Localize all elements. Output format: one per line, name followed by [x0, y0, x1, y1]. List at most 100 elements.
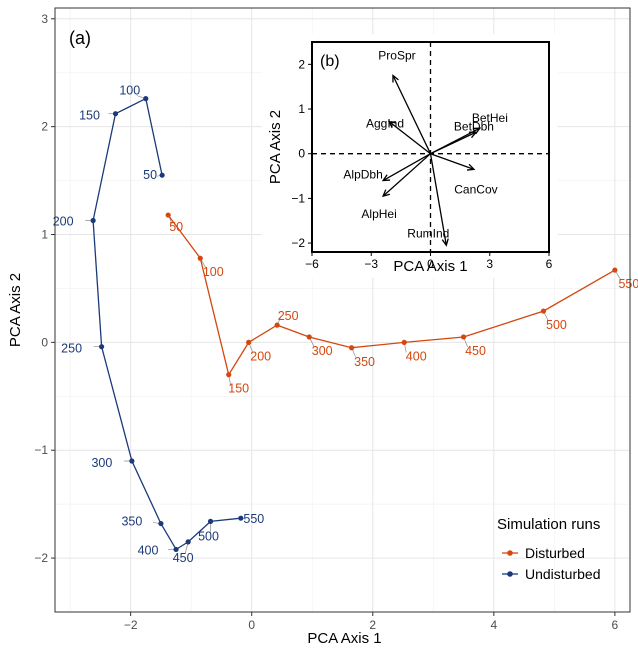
point-label-undisturbed: 250	[61, 342, 82, 356]
inset-x-tick-label: 0	[427, 257, 434, 271]
point-label-undisturbed: 150	[79, 109, 100, 123]
panel-label-a: (a)	[69, 28, 91, 48]
vector-arrowhead	[466, 163, 476, 171]
loading-vector-alpdbh	[382, 153, 431, 182]
x-tick-label: 6	[612, 618, 619, 632]
point-label-undisturbed: 450	[173, 551, 194, 565]
legend: Simulation runs Disturbed Undisturbed	[497, 516, 601, 582]
inset-x-tick-label: 3	[486, 257, 493, 271]
loading-vector-prospr	[392, 75, 432, 154]
series-point-disturbed	[226, 372, 232, 378]
series-point-disturbed	[306, 334, 312, 340]
point-label-undisturbed: 550	[243, 512, 264, 526]
series-point-undisturbed	[158, 520, 164, 527]
inset-y-tick-label: 0	[298, 147, 305, 161]
point-label-disturbed: 300	[312, 344, 333, 358]
point-label-disturbed: 400	[406, 349, 427, 363]
vector-arrowhead	[381, 174, 391, 182]
series-point-undisturbed	[143, 96, 149, 102]
vector-label-prospr: ProSpr	[378, 49, 415, 63]
legend-item-undisturbed: Undisturbed	[502, 566, 601, 582]
main-axis-ticks: −2 0 2 4 6 −2 −1 0 1 2 3	[34, 12, 618, 632]
point-label-undisturbed: 400	[138, 543, 159, 557]
vector-label-bethei: BetHei	[472, 111, 508, 125]
legend-label-disturbed: Disturbed	[525, 545, 585, 561]
y-tick-label: −2	[34, 551, 48, 565]
series-point-undisturbed	[99, 344, 105, 350]
series-point-disturbed	[274, 322, 280, 328]
inset-loading-vectors	[381, 74, 482, 247]
loading-vector-aggind	[388, 121, 431, 155]
series-point-undisturbed	[173, 546, 179, 553]
y-tick-label: 0	[41, 335, 48, 349]
series-point-disturbed	[197, 255, 203, 261]
point-label-undisturbed: 500	[198, 529, 219, 543]
series-point-disturbed	[348, 345, 355, 351]
vector-label-alpdbh: AlpDbh	[343, 168, 382, 182]
series-point-disturbed	[165, 212, 171, 218]
inset-y-tick-label: 2	[298, 57, 305, 71]
y-tick-label: 1	[41, 228, 48, 242]
loading-vector-alphei	[382, 153, 431, 197]
point-label-undisturbed: 50	[143, 168, 157, 182]
series-point-undisturbed	[238, 515, 244, 521]
point-label-undisturbed: 300	[91, 456, 112, 470]
vector-arrowhead	[472, 127, 482, 135]
point-label-disturbed: 200	[250, 349, 271, 363]
vector-arrowhead	[392, 74, 399, 83]
series-point-undisturbed	[207, 518, 214, 525]
point-label-disturbed: 450	[465, 344, 486, 358]
vector-label-betdbh: BetDbh	[454, 119, 494, 133]
main-series-points	[90, 96, 618, 553]
inset-y-axis-label: PCA Axis 2	[267, 110, 284, 184]
point-label-undisturbed: 350	[121, 515, 142, 529]
inset-x-tick-label: 6	[546, 257, 553, 271]
inset-x-tick-label: −3	[364, 257, 378, 271]
vector-label-rumind: RumInd	[407, 226, 449, 240]
series-point-undisturbed	[159, 172, 165, 178]
legend-key-point-undisturbed	[507, 571, 513, 577]
series-point-disturbed	[540, 308, 547, 314]
point-label-disturbed: 100	[203, 265, 224, 279]
series-point-undisturbed	[112, 111, 119, 117]
vector-arrowhead	[468, 131, 478, 139]
inset-y-tick-label: −2	[291, 236, 305, 250]
vector-arrowhead	[441, 238, 449, 247]
inset-y-tick-label: −1	[291, 191, 305, 205]
main-y-axis-label: PCA Axis 2	[7, 273, 24, 347]
series-point-disturbed	[401, 339, 407, 345]
series-point-undisturbed	[129, 458, 135, 464]
panel-label-b: (b)	[320, 53, 340, 70]
legend-title: Simulation runs	[497, 516, 600, 533]
y-tick-label: 3	[41, 12, 48, 26]
inset-background	[262, 34, 558, 278]
vector-label-alphei: AlpHei	[361, 207, 396, 221]
loading-vector-betdbh	[430, 131, 477, 155]
main-plot-frame	[54, 7, 631, 613]
legend-label-undisturbed: Undisturbed	[525, 566, 601, 582]
point-label-disturbed: 350	[354, 355, 375, 369]
inset-y-tick-label: 1	[298, 102, 305, 116]
y-tick-label: 2	[41, 120, 48, 134]
series-point-undisturbed	[90, 217, 96, 224]
point-label-disturbed: 50	[169, 220, 183, 234]
point-label-disturbed: 150	[228, 382, 249, 396]
loading-vector-cancov	[430, 153, 475, 170]
series-point-undisturbed	[185, 539, 191, 545]
x-tick-label: 2	[369, 618, 376, 632]
x-tick-label: −2	[124, 618, 138, 632]
vector-arrowhead	[381, 189, 391, 198]
point-label-undisturbed: 200	[53, 214, 74, 228]
vector-label-aggind: AggInd	[366, 117, 404, 131]
vector-arrowhead	[387, 120, 397, 129]
main-x-axis-label: PCA Axis 1	[307, 630, 381, 647]
y-tick-label: −1	[34, 443, 48, 457]
legend-key-point-disturbed	[507, 550, 513, 556]
inset-axis-ticks: −6 −3 0 3 6 −2 −1 0 1 2	[291, 57, 552, 271]
point-label-disturbed: 250	[278, 309, 299, 323]
point-label-disturbed: 500	[546, 318, 567, 332]
inset-x-tick-label: −6	[305, 257, 319, 271]
